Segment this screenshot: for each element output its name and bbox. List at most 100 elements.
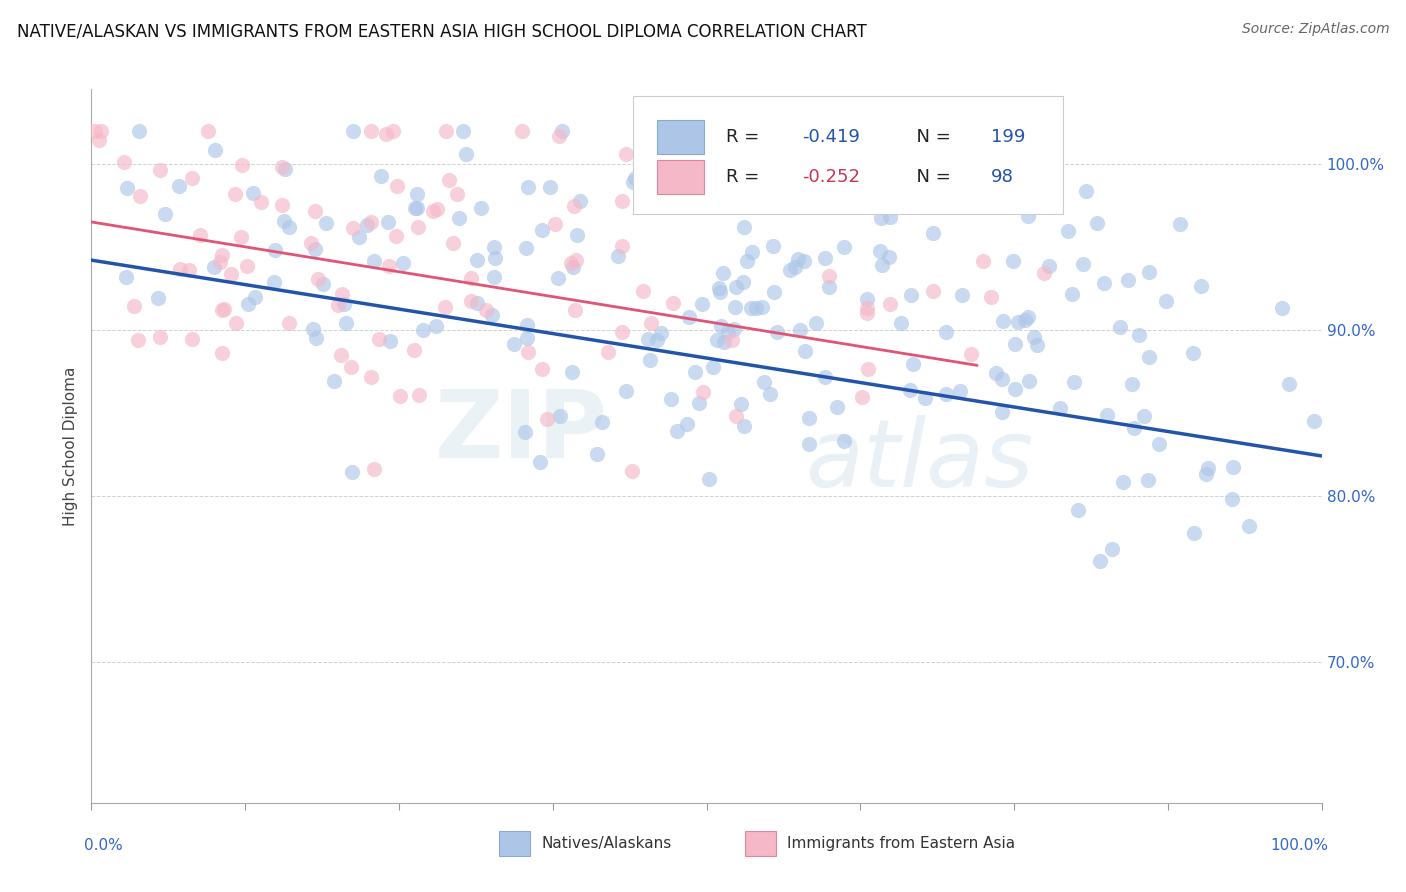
Point xyxy=(1137,473,1160,487)
Point xyxy=(304,242,326,256)
Point xyxy=(610,239,633,253)
Point xyxy=(637,332,659,346)
Point xyxy=(381,124,404,138)
Point xyxy=(475,302,498,317)
Point xyxy=(1095,408,1118,422)
Point xyxy=(787,252,810,267)
Point xyxy=(759,386,782,401)
Point xyxy=(270,198,292,212)
Point xyxy=(1147,436,1170,450)
Point xyxy=(786,124,808,138)
Point xyxy=(616,146,638,161)
Point xyxy=(360,124,382,138)
Point xyxy=(312,277,335,292)
Point xyxy=(713,335,735,350)
Point xyxy=(250,194,273,209)
Point xyxy=(1073,257,1095,271)
Point xyxy=(869,244,891,259)
Point xyxy=(879,210,901,224)
Point xyxy=(153,207,176,221)
Point xyxy=(388,389,411,403)
Point xyxy=(817,280,839,294)
Point xyxy=(122,299,145,313)
Point xyxy=(1182,525,1205,540)
Point xyxy=(1017,310,1039,325)
Point xyxy=(683,365,706,379)
Point xyxy=(425,202,447,217)
Point xyxy=(484,251,506,265)
Point xyxy=(645,333,668,347)
Point xyxy=(202,260,225,275)
Point xyxy=(948,384,970,398)
Point xyxy=(149,163,172,178)
Text: -0.252: -0.252 xyxy=(803,168,860,186)
Point xyxy=(1271,301,1294,315)
Point xyxy=(804,316,827,330)
Point xyxy=(441,236,464,251)
Point xyxy=(980,290,1002,304)
Point xyxy=(706,333,728,347)
Point xyxy=(446,186,468,201)
Point xyxy=(789,323,811,337)
Point xyxy=(650,326,672,340)
Point xyxy=(551,124,574,138)
Text: -0.419: -0.419 xyxy=(803,128,860,146)
Point xyxy=(1004,337,1026,351)
Point xyxy=(447,211,470,225)
Point xyxy=(378,334,401,348)
Point xyxy=(612,325,634,339)
Point xyxy=(725,280,748,294)
Point xyxy=(231,229,253,244)
Point xyxy=(273,214,295,228)
Point xyxy=(315,215,337,229)
Point xyxy=(1303,413,1326,427)
Point xyxy=(333,297,356,311)
Point xyxy=(90,124,112,138)
Point xyxy=(914,124,936,138)
Point xyxy=(1007,315,1029,329)
Point xyxy=(1014,312,1036,326)
Point xyxy=(879,297,901,311)
Point xyxy=(740,301,762,315)
Point xyxy=(755,124,778,138)
Point xyxy=(990,405,1012,419)
Point xyxy=(1057,225,1080,239)
Point xyxy=(482,270,505,285)
Point xyxy=(238,297,260,311)
Point xyxy=(796,194,818,209)
Point xyxy=(197,124,219,138)
Point xyxy=(1197,461,1219,475)
Point xyxy=(709,280,731,294)
Point xyxy=(1002,254,1025,268)
Point xyxy=(425,318,447,333)
Point xyxy=(754,376,776,390)
Point xyxy=(666,424,689,438)
Point xyxy=(391,256,413,270)
Point xyxy=(1049,401,1071,416)
Point xyxy=(360,370,382,384)
Point xyxy=(901,357,924,371)
Point xyxy=(1032,266,1054,280)
Point xyxy=(1220,492,1243,507)
Point xyxy=(299,235,322,250)
Point xyxy=(1222,460,1244,475)
Point xyxy=(725,124,748,138)
Point xyxy=(586,447,609,461)
Point xyxy=(702,360,724,375)
Point xyxy=(128,124,150,138)
Point xyxy=(439,173,461,187)
Point xyxy=(678,310,700,324)
Point xyxy=(181,332,204,346)
Point xyxy=(793,253,815,268)
Point xyxy=(751,300,773,314)
Point xyxy=(342,124,364,138)
Text: Immigrants from Eastern Asia: Immigrants from Eastern Asia xyxy=(787,837,1015,851)
Point xyxy=(1018,374,1040,388)
Point xyxy=(1122,421,1144,435)
Point xyxy=(856,301,879,315)
Text: NATIVE/ALASKAN VS IMMIGRANTS FROM EASTERN ASIA HIGH SCHOOL DIPLOMA CORRELATION C: NATIVE/ALASKAN VS IMMIGRANTS FROM EASTER… xyxy=(17,22,866,40)
Point xyxy=(731,275,754,289)
Point xyxy=(460,293,482,308)
Point xyxy=(243,290,266,304)
Point xyxy=(783,260,806,275)
